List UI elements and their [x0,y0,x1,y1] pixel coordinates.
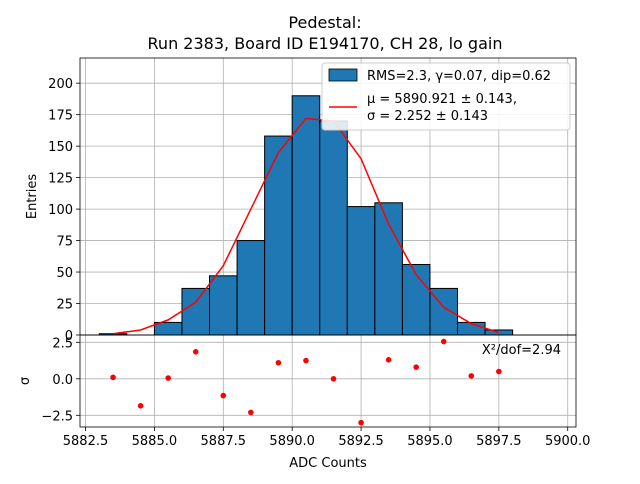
x-tick-label-5: 5895.0 [407,434,453,449]
histogram-bar-7 [291,95,321,336]
residual-point-0 [110,374,116,381]
legend-hist-swatch [328,68,358,82]
x-tick-label-4: 5892.5 [338,434,384,449]
legend-hist-label: RMS=2.3, γ=0.07, dip=0.62 [367,69,551,84]
legend: RMS=2.3, γ=0.07, dip=0.62 μ = 5890.921 ±… [321,62,571,131]
residual-point-14 [496,368,502,375]
residual-point-8 [330,376,337,382]
x-tick-label-7: 5900.0 [545,434,591,449]
residual-point-6 [275,359,282,366]
legend-fit-label-line1: μ = 5890.921 ± 0.143, [367,92,517,107]
chi2-annotation: X²/dof=2.94 [482,343,561,358]
histogram-bars [98,95,514,336]
top-y-tick-label-2: 50 [56,266,73,281]
bottom-y-tick-label-2: 2.5 [52,336,73,351]
bottom-y-ticks: −2.5 0.0 2.5 [41,336,80,424]
residual-point-12 [440,338,447,345]
top-y-tick-label-0: 0 [65,329,73,344]
residual-point-13 [468,373,475,379]
residual-point-11 [413,364,419,370]
x-tick-label-3: 5890.0 [269,434,315,449]
x-tick-label-1: 5885.0 [132,434,178,449]
residual-point-1 [137,403,144,409]
top-y-ticks: 0 25 50 75 100 125 150 175 200 [48,77,80,344]
top-y-tick-label-7: 175 [48,109,73,124]
histogram-bar-4 [209,275,238,336]
bottom-y-tick-label-1: 0.0 [52,373,73,388]
histogram-bar-14 [484,329,514,336]
legend-fit-label-line2: σ = 2.252 ± 0.143 [367,109,488,124]
histogram-bar-8 [319,120,348,336]
bottom-gridlines [80,335,576,427]
histogram-bar-6 [264,135,293,336]
residual-point-9 [358,419,364,426]
histogram-bar-2 [153,321,183,336]
bottom-y-axis-label: σ [18,377,33,385]
residual-points [110,338,502,426]
legend-box [321,62,571,131]
histogram-bar-5 [236,240,266,336]
residual-point-2 [165,375,171,381]
x-axis-label: ADC Counts [289,456,367,471]
bottom-y-tick-label-0: −2.5 [41,409,73,424]
x-tick-label-6: 5897.5 [476,434,522,449]
top-y-tick-label-6: 150 [48,140,73,155]
top-y-tick-label-5: 125 [48,172,73,187]
gaussian-fit-line [112,117,500,335]
x-tick-label-0: 5882.5 [63,434,109,449]
histogram-bar-9 [346,206,376,336]
chart-title-line1: Pedestal: [288,13,361,32]
residual-point-10 [385,357,392,363]
chart-title-line2: Run 2383, Board ID E194170, CH 28, lo ga… [148,34,503,53]
top-y-tick-label-8: 200 [48,77,73,92]
fit-curve-group [112,117,500,335]
histogram-bar-11 [401,263,431,336]
top-y-axis-label: Entries [25,174,40,220]
residual-point-5 [248,409,254,416]
residual-point-4 [220,392,227,399]
residual-point-7 [303,357,309,364]
x-tick-label-2: 5887.5 [201,434,247,449]
bottom-plot-frame [79,334,577,428]
histogram-bar-3 [181,287,211,336]
bottom-x-ticks: 5882.5 5885.0 5887.5 5890.0 5892.5 5895.0 5897… [63,427,591,449]
top-y-tick-label-4: 100 [48,203,73,218]
top-y-tick-label-3: 75 [56,235,73,250]
top-y-tick-label-1: 25 [56,298,73,313]
residual-point-3 [192,348,199,355]
